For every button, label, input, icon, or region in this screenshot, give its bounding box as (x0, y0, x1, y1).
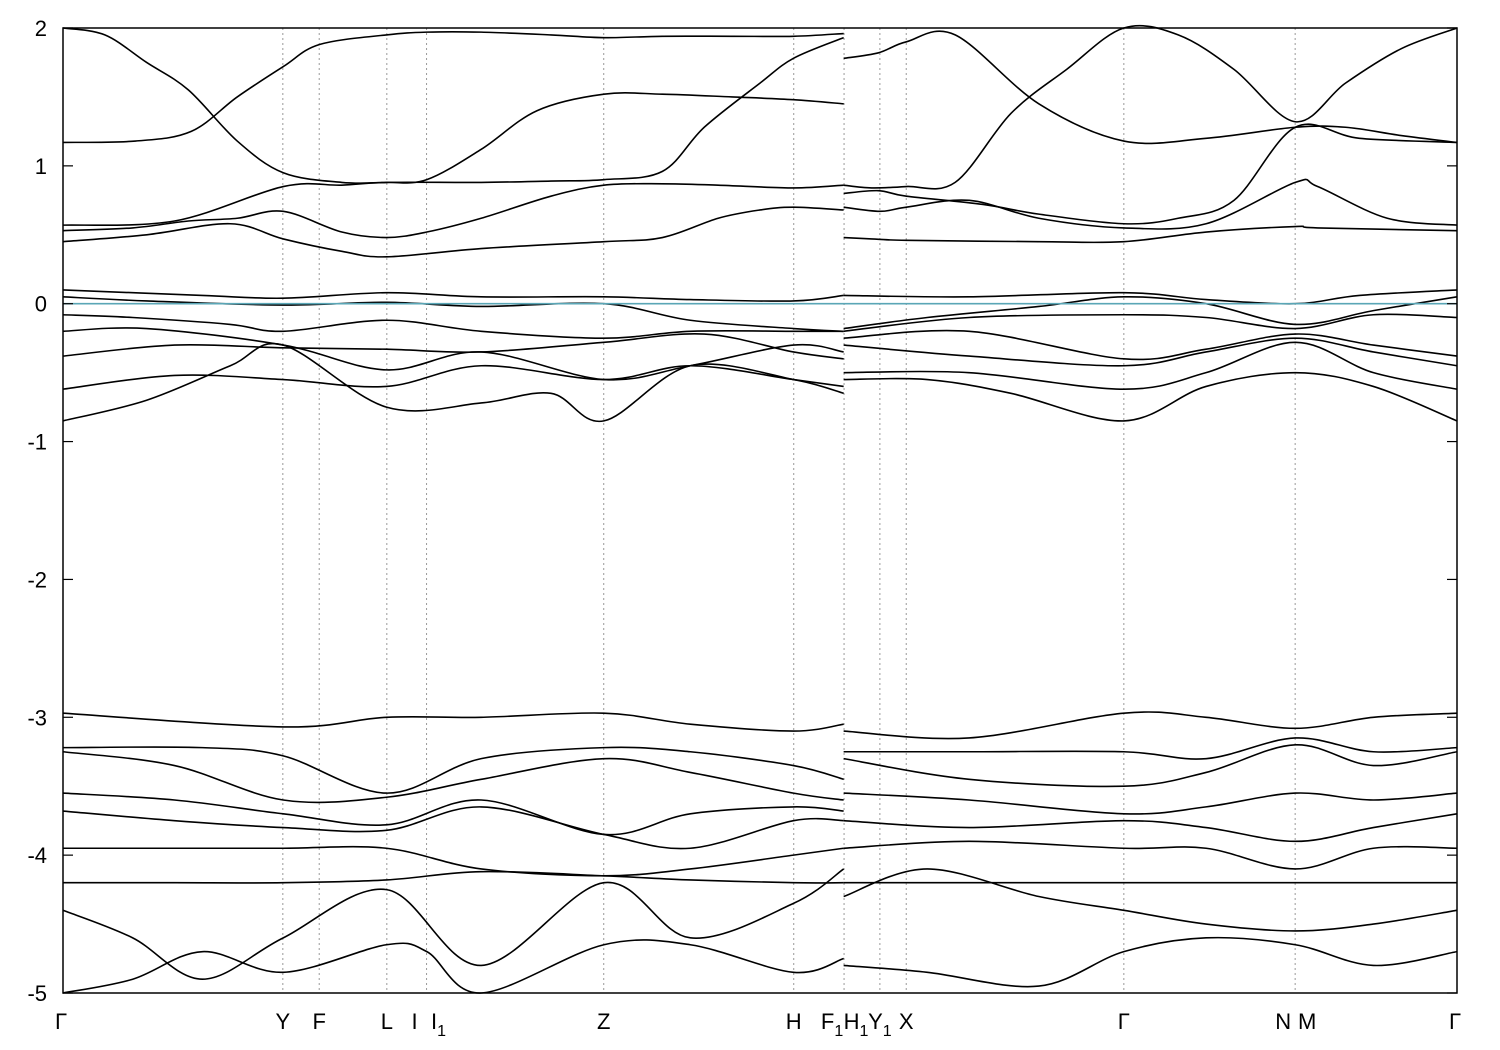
ytick-label--4: -4 (27, 843, 47, 868)
band-33 (843, 812, 1458, 843)
band-40 (62, 939, 844, 994)
band-28 (62, 750, 844, 804)
xtick-label-12: Γ (1118, 1009, 1130, 1034)
band-19 (843, 329, 1458, 361)
band-lines (62, 24, 1458, 994)
ytick-label-2: 2 (35, 16, 47, 41)
band-3 (62, 182, 844, 239)
x-axis-ticks: Γ Y F L I I1 Z H F1 H1 Y1 X Γ N M Γ (55, 1009, 1461, 1040)
band-9 (843, 225, 1458, 244)
band-24 (62, 712, 844, 732)
xtick-label-14: M (1298, 1009, 1316, 1034)
xtick-label-6: Z (597, 1009, 610, 1034)
plot-frame (62, 27, 1458, 994)
band-5 (843, 24, 1458, 190)
band-11 (843, 289, 1458, 305)
band-27 (843, 737, 1458, 760)
band-10 (62, 289, 844, 302)
band-7 (843, 30, 1458, 145)
ytick-label--1: -1 (27, 430, 47, 455)
band-13 (843, 295, 1458, 330)
xtick-label-11: X (899, 1009, 914, 1034)
band-26 (62, 746, 844, 794)
ytick-label--3: -3 (27, 705, 47, 730)
band-20 (62, 364, 844, 390)
xtick-label-7: H (786, 1009, 802, 1034)
band-23 (843, 371, 1458, 422)
band-29 (843, 744, 1458, 788)
band-1 (62, 27, 844, 185)
band-41 (843, 936, 1458, 988)
band-4 (62, 206, 844, 258)
band-8 (843, 178, 1458, 230)
ytick-label--5: -5 (27, 981, 47, 1006)
band-22 (62, 342, 844, 423)
xtick-label-0: Γ (55, 1009, 67, 1034)
band-39 (843, 868, 1458, 932)
band-14 (62, 313, 844, 339)
band-0 (62, 30, 844, 144)
xtick-label-5: I1 (431, 1009, 446, 1040)
band-34 (62, 845, 844, 877)
band-35 (843, 840, 1458, 870)
band-36 (63, 870, 844, 884)
band-21 (843, 341, 1458, 390)
band-31 (843, 792, 1458, 815)
xtick-label-2: F (312, 1009, 325, 1034)
band-12 (62, 296, 844, 333)
band-25 (843, 711, 1458, 740)
xtick-label-9: H1 (844, 1009, 869, 1040)
band-30 (62, 792, 844, 836)
band-17 (843, 337, 1458, 367)
xtick-label-13: N (1275, 1009, 1291, 1034)
xtick-label-10: Y1 (868, 1009, 892, 1040)
band-32 (62, 806, 844, 850)
ytick-label--2: -2 (27, 567, 47, 592)
band-2 (62, 36, 844, 227)
band-15 (843, 313, 1458, 333)
band-38 (62, 868, 845, 981)
xtick-label-8: F1 (821, 1009, 843, 1040)
xtick-label-3: L (381, 1009, 393, 1034)
xtick-label-1: Y (275, 1009, 290, 1034)
band-16 (62, 327, 844, 381)
ytick-label-0: 0 (35, 292, 47, 317)
xtick-label-4: I (411, 1009, 417, 1034)
band-18 (62, 333, 844, 360)
ytick-label-1: 1 (35, 154, 47, 179)
kpath-gridlines (282, 28, 1296, 993)
y-axis-ticks: -5 -4 -3 -2 -1 0 1 2 (27, 16, 1457, 1006)
xtick-label-15: Γ (1449, 1009, 1461, 1034)
